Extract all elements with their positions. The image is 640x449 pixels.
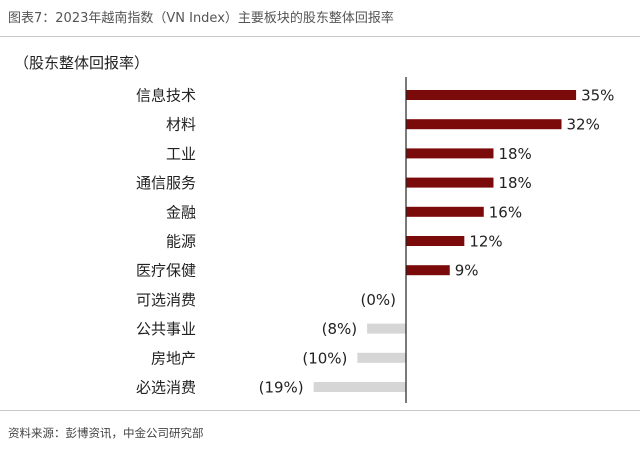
category-label: 能源 bbox=[166, 233, 196, 251]
bar bbox=[406, 148, 494, 159]
value-label: (8%) bbox=[322, 320, 358, 338]
figure-title: 图表7：2023年越南指数（VN Index）主要板块的股东整体回报率 bbox=[8, 11, 394, 26]
bar-chart: （股东整体回报率） 信息技术 35% 材料 32% 工业 18% 通信服务 18% 金融 16% 能… bbox=[14, 54, 614, 403]
bar bbox=[357, 352, 406, 363]
value-label: (0%) bbox=[360, 291, 396, 309]
bottom-divider bbox=[0, 410, 640, 411]
bar bbox=[406, 206, 484, 217]
top-divider bbox=[0, 36, 640, 37]
category-label: 公共事业 bbox=[136, 320, 196, 338]
category-label: 信息技术 bbox=[136, 87, 196, 105]
bars-layer bbox=[313, 90, 577, 392]
bar bbox=[406, 119, 562, 130]
chart-title: （股东整体回报率） bbox=[14, 54, 149, 72]
category-label: 医疗保健 bbox=[136, 262, 196, 280]
value-label: (10%) bbox=[302, 349, 347, 367]
value-label: 32% bbox=[567, 116, 600, 134]
category-label: 必选消费 bbox=[136, 379, 196, 397]
bar bbox=[367, 323, 406, 334]
value-label: 35% bbox=[581, 87, 614, 105]
value-label: 18% bbox=[498, 145, 531, 163]
bar bbox=[406, 90, 577, 100]
source-note: 资料来源：彭博资讯，中金公司研究部 bbox=[8, 426, 204, 440]
category-label: 房地产 bbox=[151, 349, 196, 367]
category-label: 通信服务 bbox=[136, 174, 196, 192]
value-label: 18% bbox=[498, 174, 531, 192]
bar bbox=[406, 265, 450, 276]
labels-layer: 信息技术 35% 材料 32% 工业 18% 通信服务 18% 金融 16% 能源 12% 医疗保健 9%… bbox=[136, 87, 614, 397]
category-label: 金融 bbox=[166, 203, 196, 221]
value-label: 12% bbox=[469, 233, 502, 251]
bar bbox=[313, 382, 406, 392]
value-label: 9% bbox=[455, 262, 479, 280]
value-label: 16% bbox=[489, 203, 522, 221]
category-label: 可选消费 bbox=[136, 291, 196, 309]
chart-container: （股东整体回报率） 信息技术 35% 材料 32% 工业 18% 通信服务 18% 金融 16% 能… bbox=[0, 40, 640, 410]
category-label: 材料 bbox=[166, 116, 196, 134]
bar bbox=[406, 177, 494, 188]
bar bbox=[406, 236, 465, 246]
category-label: 工业 bbox=[166, 145, 196, 163]
value-label: (19%) bbox=[259, 379, 304, 397]
